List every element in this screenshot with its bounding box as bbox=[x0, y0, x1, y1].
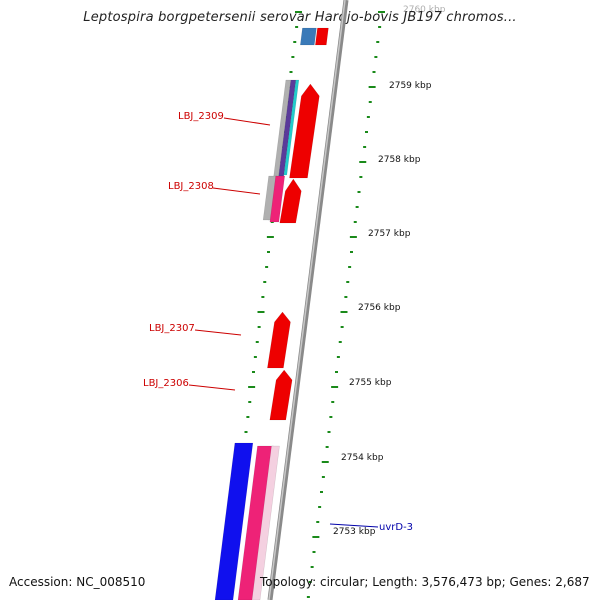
leader-line-lbj-2306 bbox=[188, 384, 236, 391]
accession-label: Accession: NC_008510 bbox=[9, 575, 146, 589]
gene-label-lbj-2307[interactable]: LBJ_2307 bbox=[149, 323, 195, 334]
chromosome-backbone-highlight bbox=[268, 0, 346, 600]
kbp-label-2754: 2754 kbp bbox=[341, 453, 384, 463]
kbp-label-2755: 2755 kbp bbox=[349, 378, 392, 388]
gene-labels[interactable]: LBJ_2309 LBJ_2308 LBJ_2307 LBJ_2306 uvrD-3 bbox=[143, 111, 413, 533]
gene-label-lbj-2309[interactable]: LBJ_2309 bbox=[178, 111, 224, 122]
leader-line-uvrd-3 bbox=[329, 523, 379, 528]
kbp-label-2758: 2758 kbp bbox=[378, 155, 421, 165]
kbp-label-2760: 2760 kbp bbox=[403, 5, 446, 15]
kbp-label-2759: 2759 kbp bbox=[389, 81, 432, 91]
topology-label: Topology: circular; Length: 3,576,473 bp… bbox=[260, 575, 590, 589]
map-title: Leptospira borgpetersenii serovar Hardjo… bbox=[83, 10, 517, 25]
gene-features[interactable] bbox=[214, 27, 329, 600]
gene-label-uvrd-3[interactable]: uvrD-3 bbox=[379, 522, 413, 533]
gene-feature-steelblue[interactable] bbox=[300, 27, 317, 46]
gene-feature-pale-pink[interactable] bbox=[251, 445, 280, 600]
chromosome-backbone bbox=[267, 0, 349, 600]
tick-marks-outer bbox=[306, 11, 385, 598]
gene-feature-lbj-2308[interactable] bbox=[279, 178, 302, 224]
gene-label-lbj-2306[interactable]: LBJ_2306 bbox=[143, 378, 189, 389]
kbp-label-2757: 2757 kbp bbox=[368, 229, 411, 239]
gene-feature-cyan[interactable] bbox=[283, 79, 300, 176]
gene-feature-red[interactable] bbox=[315, 27, 329, 46]
leader-line-lbj-2307 bbox=[194, 329, 242, 336]
gene-label-lbj-2308[interactable]: LBJ_2308 bbox=[168, 181, 214, 192]
gene-feature-lbj-2306[interactable] bbox=[269, 369, 293, 421]
gene-feature-lbj-2307[interactable] bbox=[267, 311, 291, 369]
leader-line-lbj-2308 bbox=[212, 187, 261, 195]
leader-line-lbj-2309 bbox=[223, 117, 271, 126]
kbp-scale-labels: 2760 kbp 2759 kbp 2758 kbp 2757 kbp 2756 kbp… bbox=[333, 5, 446, 537]
gene-feature-lbj-2309[interactable] bbox=[289, 83, 320, 179]
gene-feature-blue[interactable] bbox=[214, 442, 254, 600]
gene-feature-pink-uvrd[interactable] bbox=[237, 445, 274, 600]
kbp-label-2756: 2756 kbp bbox=[358, 303, 401, 313]
kbp-label-2753: 2753 kbp bbox=[333, 527, 376, 537]
gene-feature-pink[interactable] bbox=[269, 175, 285, 223]
